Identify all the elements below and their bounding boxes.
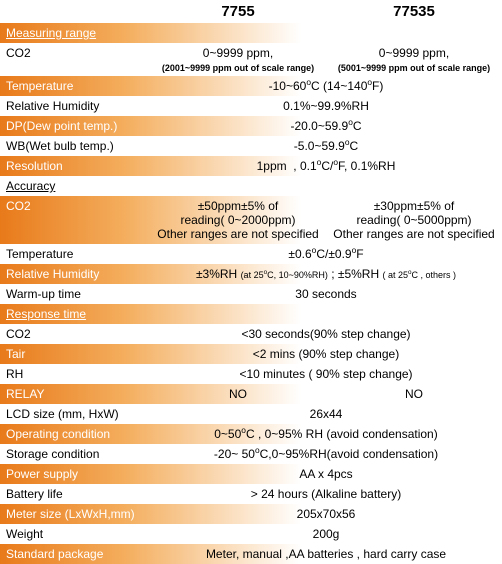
label: RH (0, 364, 150, 384)
row-dp: DP(Dew point temp.) -20.0~59.9oC (0, 116, 502, 136)
row-resolution: Resolution 1ppm , 0.1oC/oF, 0.1%RH (0, 156, 502, 176)
row-power: Power supply AA x 4pcs (0, 464, 502, 484)
label: Relative Humidity (0, 96, 150, 116)
row-meter-size: Meter size (LxWxH,mm) 205x70x56 (0, 504, 502, 524)
value-a: ±50ppm±5% of reading( 0~2000ppm) Other r… (150, 196, 326, 244)
value: ±3%RH (at 25oC, 10~90%RH) ; ±5%RH ( at 2… (150, 264, 502, 284)
value: <2 mins (90% step change) (150, 344, 502, 364)
row-acc-co2: CO2 ±50ppm±5% of reading( 0~2000ppm) Oth… (0, 196, 502, 244)
row-rt-tair: Tair <2 mins (90% step change) (0, 344, 502, 364)
row-package: Standard package Meter, manual ,AA batte… (0, 544, 502, 564)
label: Temperature (0, 76, 150, 96)
value: -20.0~59.9oC (150, 116, 502, 136)
label: Storage condition (0, 444, 150, 464)
value: Meter, manual ,AA batteries , hard carry… (150, 544, 502, 564)
value-a: 0~9999 ppm, (150, 43, 326, 63)
label: Weight (0, 524, 150, 544)
value-b: ±30ppm±5% of reading( 0~5000ppm) Other r… (326, 196, 502, 244)
label: CO2 (0, 43, 150, 63)
row-co2-note: (2001~9999 ppm out of scale range) (5001… (0, 63, 502, 76)
value: 0.1%~99.9%RH (150, 96, 502, 116)
value-b: NO (326, 384, 502, 404)
label: DP(Dew point temp.) (0, 116, 150, 136)
row-rt-rh: RH <10 minutes ( 90% step change) (0, 364, 502, 384)
row-st-cond: Storage condition -20~ 50oC,0~95%RH(avoi… (0, 444, 502, 464)
value-a: NO (150, 384, 326, 404)
label: WB(Wet bulb temp.) (0, 136, 150, 156)
section-title: Accuracy (0, 176, 150, 196)
label: CO2 (0, 324, 150, 344)
label: Standard package (0, 544, 150, 564)
label: LCD size (mm, HxW) (0, 404, 150, 424)
section-title: Response time (0, 304, 150, 324)
header-blank (0, 9, 150, 15)
value: 205x70x56 (150, 504, 502, 524)
label: Power supply (0, 464, 150, 484)
value: 1ppm , 0.1oC/oF, 0.1%RH (150, 156, 502, 176)
value: ±0.6oC/±0.9oF (150, 244, 502, 264)
label: Warm-up time (0, 284, 150, 304)
row-op-cond: Operating condition 0~50oC , 0~95% RH (a… (0, 424, 502, 444)
note-b: (5001~9999 ppm out of scale range) (326, 63, 502, 76)
header-col-b: 77535 (326, 0, 502, 23)
row-rt-co2: CO2 <30 seconds(90% step change) (0, 324, 502, 344)
row-lcd: LCD size (mm, HxW) 26x44 (0, 404, 502, 424)
value: -5.0~59.9oC (150, 136, 502, 156)
label: CO2 (0, 196, 150, 216)
value: <10 minutes ( 90% step change) (150, 364, 502, 384)
value: -20~ 50oC,0~95%RH(avoid condensation) (150, 444, 502, 464)
value: > 24 hours (Alkaline battery) (150, 484, 502, 504)
label: RELAY (0, 384, 150, 404)
section-response-time: Response time (0, 304, 502, 324)
header-row: 7755 77535 (0, 0, 502, 23)
value: -10~60oC (14~140oF) (150, 76, 502, 96)
label: Tair (0, 344, 150, 364)
note-a: (2001~9999 ppm out of scale range) (150, 63, 326, 76)
row-acc-temp: Temperature ±0.6oC/±0.9oF (0, 244, 502, 264)
label: Battery life (0, 484, 150, 504)
value: 200g (150, 524, 502, 544)
label: Operating condition (0, 424, 150, 444)
row-acc-rh: Relative Humidity ±3%RH (at 25oC, 10~90%… (0, 264, 502, 284)
label: Temperature (0, 244, 150, 264)
header-col-a: 7755 (150, 0, 326, 23)
value: 0~50oC , 0~95% RH (avoid condensation) (150, 424, 502, 444)
label: Relative Humidity (0, 264, 150, 284)
spec-table: 7755 77535 Measuring range CO2 0~9999 pp… (0, 0, 502, 564)
row-warmup: Warm-up time 30 seconds (0, 284, 502, 304)
row-wb: WB(Wet bulb temp.) -5.0~59.9oC (0, 136, 502, 156)
row-temperature: Temperature -10~60oC (14~140oF) (0, 76, 502, 96)
section-measuring-range: Measuring range (0, 23, 502, 43)
label: Resolution (0, 156, 150, 176)
row-weight: Weight 200g (0, 524, 502, 544)
row-relay: RELAY NO NO (0, 384, 502, 404)
section-accuracy: Accuracy (0, 176, 502, 196)
value: <30 seconds(90% step change) (150, 324, 502, 344)
row-co2: CO2 0~9999 ppm, 0~9999 ppm, (0, 43, 502, 63)
value: AA x 4pcs (150, 464, 502, 484)
label: Meter size (LxWxH,mm) (0, 504, 150, 524)
value: 26x44 (150, 404, 502, 424)
value-b: 0~9999 ppm, (326, 43, 502, 63)
row-rh: Relative Humidity 0.1%~99.9%RH (0, 96, 502, 116)
section-title: Measuring range (0, 23, 150, 43)
row-battery: Battery life > 24 hours (Alkaline batter… (0, 484, 502, 504)
value: 30 seconds (150, 284, 502, 304)
